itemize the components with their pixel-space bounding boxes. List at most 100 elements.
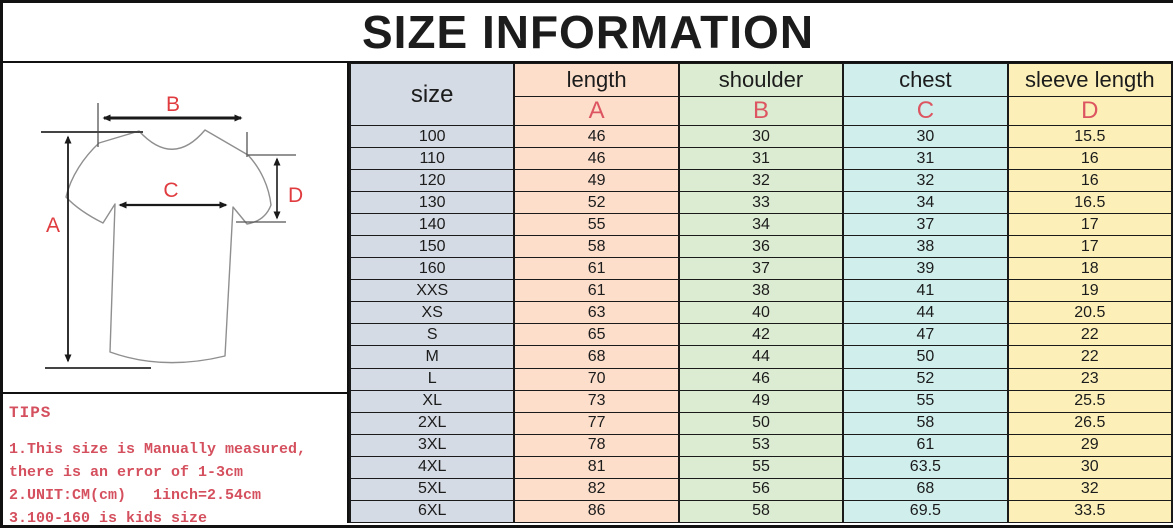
value-cell: 55 [842,389,1009,413]
value-cell: 49 [513,169,680,193]
value-cell: 37 [842,213,1009,237]
size-cell: 140 [348,213,516,237]
value-cell: 86 [513,499,680,524]
a-label: A [46,214,60,237]
table-row-XXS: XXS 61 38 41 19 [348,279,1173,303]
value-cell: 32 [677,169,845,193]
tshirt-measurement-diagram: B A C D [3,63,347,394]
value-cell: 38 [842,235,1009,259]
table-row-120: 120 49 32 32 16 [348,169,1173,193]
tshirt-outline [65,129,272,364]
size-cell: 3XL [348,433,516,457]
value-cell: 37 [677,257,845,281]
value-cell: 52 [842,367,1009,391]
value-cell: 30 [677,124,845,149]
tips-line: 1.This size is Manually measured, [9,441,307,458]
value-cell: 39 [842,257,1009,281]
table-row-5XL: 5XL 82 56 68 32 [348,477,1173,501]
size-table: size length shoulder chest sleeve length A B C D… [348,63,1173,524]
tips-line: there is an error of 1-3cm [9,464,244,481]
value-cell: 58 [842,411,1009,435]
value-cell: 70 [513,367,680,391]
value-cell: 34 [677,213,845,237]
table-row-3XL: 3XL 78 53 61 29 [348,433,1173,457]
size-cell: 110 [348,147,516,171]
value-cell: 68 [513,345,680,369]
value-cell: 69.5 [842,499,1009,524]
value-cell: 65 [513,323,680,347]
left-panel: B A C D TIPS 1.Th [3,63,349,525]
table-row-6XL: 6XL 86 58 69.5 33.5 [348,499,1173,524]
size-table-head: size length shoulder chest sleeve length A B C D [348,63,1173,126]
value-cell: 18 [1006,257,1173,281]
size-cell: 5XL [348,477,516,501]
value-cell: 44 [842,301,1009,325]
tips-line: 3.100-160 is kids size [9,510,208,527]
value-cell: 16.5 [1006,191,1173,215]
tips-section: TIPS 1.This size is Manually measured, t… [3,394,347,527]
size-cell: 4XL [348,455,516,479]
col-letter-D: D [1006,96,1173,126]
table-row-100: 100 46 30 30 15.5 [348,124,1173,149]
value-cell: 82 [513,477,680,501]
value-cell: 32 [1006,477,1173,501]
page-title: SIZE INFORMATION [361,6,815,58]
tips-line: 2.UNIT:CM(cm) 1inch=2.54cm [9,487,262,504]
value-cell: 16 [1006,169,1173,193]
value-cell: 20.5 [1006,301,1173,325]
size-cell: 150 [348,235,516,259]
value-cell: 44 [677,345,845,369]
size-cell: 6XL [348,499,516,524]
value-cell: 61 [513,279,680,303]
table-row-XL: XL 73 49 55 25.5 [348,389,1173,413]
value-cell: 58 [513,235,680,259]
value-cell: 63.5 [842,455,1009,479]
value-cell: 77 [513,411,680,435]
b-label: B [166,93,180,116]
value-cell: 55 [677,455,845,479]
value-cell: 15.5 [1006,124,1173,149]
value-cell: 56 [677,477,845,501]
table-row-L: L 70 46 52 23 [348,367,1173,391]
value-cell: 42 [677,323,845,347]
col-header-sleeve-length: sleeve length [1006,63,1173,97]
value-cell: 25.5 [1006,389,1173,413]
value-cell: 29 [1006,433,1173,457]
value-cell: 38 [677,279,845,303]
c-label: C [163,179,178,202]
value-cell: 78 [513,433,680,457]
value-cell: 46 [677,367,845,391]
table-row-XS: XS 63 40 44 20.5 [348,301,1173,325]
col-header-chest: chest [842,63,1009,97]
col-header-size: size [348,63,516,126]
value-cell: 61 [842,433,1009,457]
value-cell: 22 [1006,323,1173,347]
table-row-M: M 68 44 50 22 [348,345,1173,369]
size-cell: S [348,323,516,347]
col-header-shoulder: shoulder [677,63,845,97]
value-cell: 52 [513,191,680,215]
value-cell: 73 [513,389,680,413]
value-cell: 32 [842,169,1009,193]
value-cell: 47 [842,323,1009,347]
value-cell: 31 [842,147,1009,171]
table-row-4XL: 4XL 81 55 63.5 30 [348,455,1173,479]
size-table-wrap: size length shoulder chest sleeve length A B C D… [348,63,1173,524]
size-cell: 130 [348,191,516,215]
col-header-length: length [513,63,680,97]
value-cell: 36 [677,235,845,259]
value-cell: 17 [1006,235,1173,259]
size-cell: XXS [348,279,516,303]
col-letter-A: A [513,96,680,126]
table-row-130: 130 52 33 34 16.5 [348,191,1173,215]
value-cell: 40 [677,301,845,325]
size-table-body: 100 46 30 30 15.5 110 46 31 31 16 120 49 32 32 16 130 52… [348,124,1173,524]
size-cell: L [348,367,516,391]
value-cell: 22 [1006,345,1173,369]
size-cell: M [348,345,516,369]
value-cell: 41 [842,279,1009,303]
value-cell: 46 [513,124,680,149]
content: B A C D TIPS 1.Th [3,63,1173,525]
size-cell: 2XL [348,411,516,435]
